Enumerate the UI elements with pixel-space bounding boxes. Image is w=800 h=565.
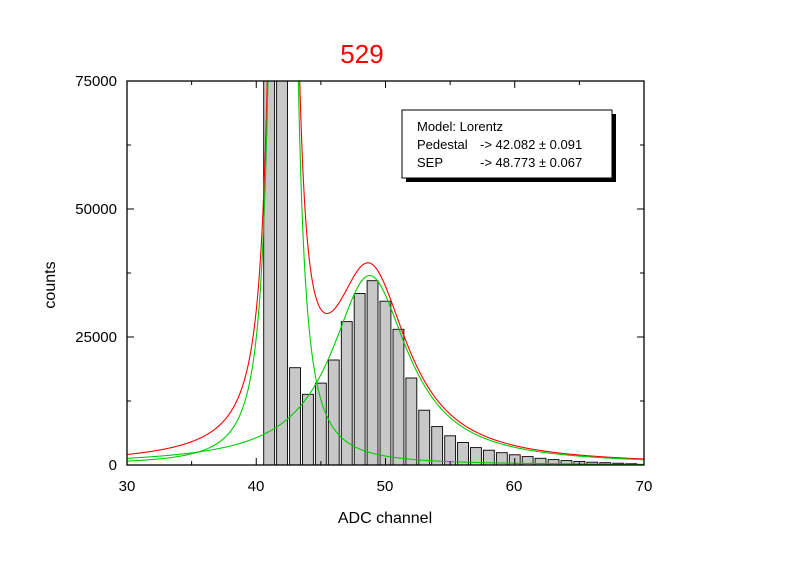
bar-51 — [392, 328, 405, 465]
bar-43 — [289, 367, 301, 465]
x-tick-label-60: 60 — [506, 478, 523, 495]
x-tick-label-70: 70 — [636, 478, 653, 495]
bar-54 — [431, 426, 444, 465]
bar-41 — [263, 81, 276, 465]
fit-curves — [127, 81, 644, 465]
bar-44 — [302, 393, 314, 465]
bar-59 — [495, 452, 508, 465]
x-axis-label: ADC channel — [338, 510, 432, 527]
bar-63 — [547, 459, 560, 465]
bar-55 — [444, 435, 457, 465]
fit-total-curve — [127, 81, 644, 460]
bar-64 — [560, 460, 573, 465]
y-tick-label-0: 0 — [109, 457, 117, 474]
bar-49 — [366, 280, 379, 465]
bar-46 — [327, 359, 340, 465]
bar-50 — [379, 300, 392, 465]
histogram-bars — [263, 81, 637, 465]
bar-45 — [314, 382, 327, 465]
bar-56 — [457, 442, 469, 465]
bar-53 — [418, 409, 431, 465]
legend-pedestal-label: Pedestal — [417, 137, 468, 152]
bar-42 — [276, 81, 288, 465]
legend-model-line: Model: Lorentz — [417, 119, 503, 134]
fit-sep-curve — [127, 275, 644, 461]
legend-pedestal-value: -> 42.082 ± 0.091 — [480, 137, 582, 152]
fit-pedestal-curve — [127, 81, 644, 465]
chart-title: 529 — [340, 39, 383, 69]
x-tick-label-30: 30 — [119, 478, 136, 495]
bar-47 — [340, 321, 353, 465]
legend-sep-label: SEP — [417, 155, 443, 170]
y-tick-label-50000: 50000 — [75, 201, 117, 218]
bar-58 — [482, 449, 495, 465]
axis-ticks — [126, 80, 645, 466]
fit-results-legend: Model: Lorentz Pedestal -> 42.082 ± 0.09… — [401, 109, 616, 182]
bar-57 — [470, 447, 482, 465]
x-tick-label-50: 50 — [377, 478, 394, 495]
x-tick-label-40: 40 — [248, 478, 265, 495]
bar-48 — [353, 293, 366, 465]
legend-box — [401, 109, 613, 179]
legend-sep-value: -> 48.773 ± 0.067 — [480, 155, 582, 170]
y-tick-label-25000: 25000 — [75, 329, 117, 346]
bar-52 — [405, 377, 418, 465]
y-tick-label-75000: 75000 — [75, 73, 117, 90]
y-axis-label: counts — [42, 261, 59, 308]
bar-61 — [521, 456, 534, 465]
